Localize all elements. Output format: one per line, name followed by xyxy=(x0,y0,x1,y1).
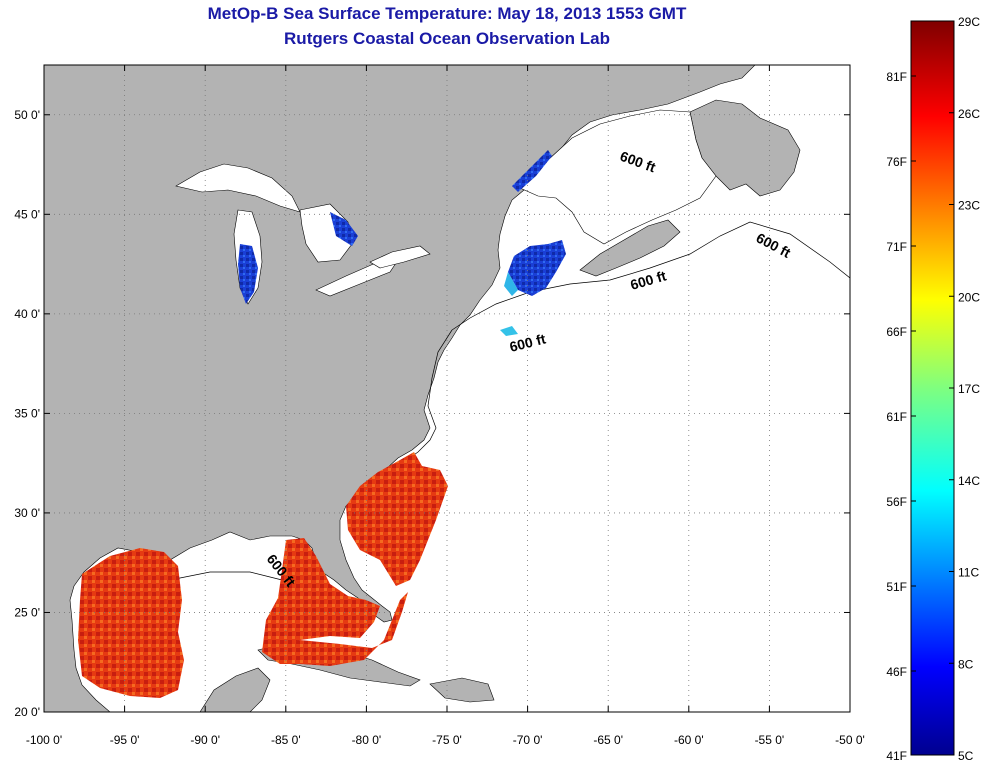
longitude-label: -90 0' xyxy=(190,733,220,747)
land-yucatan xyxy=(199,667,271,712)
latitude-label: 50 0' xyxy=(14,108,40,122)
colorbar-label-celsius: 17C xyxy=(958,382,980,396)
latitude-label: 25 0' xyxy=(14,605,40,619)
tick-marks xyxy=(43,65,851,713)
colorbar-label-fahrenheit: 56F xyxy=(886,495,907,509)
colorbar-label-fahrenheit: 76F xyxy=(886,155,907,169)
sst-cool-georges-bank xyxy=(500,326,518,336)
sst-cool-gulf-of-maine-edge xyxy=(504,272,518,296)
longitude-label: -75 0' xyxy=(432,733,462,747)
sst-warm-florida-west xyxy=(262,538,380,652)
colorbar-label-celsius: 14C xyxy=(958,474,980,488)
colorbar-ticks xyxy=(911,75,954,672)
longitude-label: -70 0' xyxy=(513,733,543,747)
lake-superior xyxy=(175,163,301,213)
colorbar-label-celsius: 20C xyxy=(958,290,980,304)
longitude-label: -60 0' xyxy=(674,733,704,747)
longitude-label: -95 0' xyxy=(110,733,140,747)
colorbar-label-celsius: 26C xyxy=(958,107,980,121)
sst-cold-lake-michigan xyxy=(238,244,258,304)
colorbar-label-fahrenheit: 61F xyxy=(886,410,907,424)
colorbar-label-fahrenheit: 41F xyxy=(886,749,907,763)
map-title: MetOp-B Sea Surface Temperature: May 18,… xyxy=(207,4,687,23)
longitude-label: -100 0' xyxy=(26,733,62,747)
colorbar-label-fahrenheit: 51F xyxy=(886,580,907,594)
land-hispaniola xyxy=(429,677,495,703)
sst-warm-gulf-west xyxy=(78,548,184,698)
sst-cold-gulf-of-maine xyxy=(508,240,566,296)
longitude-label: -50 0' xyxy=(835,733,865,747)
longitude-label: -55 0' xyxy=(755,733,785,747)
contour-600ft-atlantic xyxy=(451,221,850,331)
sst-warm-florida-straits xyxy=(262,592,408,666)
land-nova-scotia xyxy=(579,219,681,277)
colorbar-label-fahrenheit: 46F xyxy=(886,665,907,679)
sst-cold-lake-huron xyxy=(330,212,358,246)
gulf-st-lawrence xyxy=(519,109,717,245)
latitude-label: 35 0' xyxy=(14,406,40,420)
sst-cold-st-lawrence xyxy=(512,150,552,192)
longitude-label: -80 0' xyxy=(352,733,382,747)
latitude-label: 40 0' xyxy=(14,307,40,321)
colorbar-label-celsius: 8C xyxy=(958,657,974,671)
colorbar-label-celsius: 5C xyxy=(958,749,974,763)
colorbar-label-fahrenheit: 66F xyxy=(886,325,907,339)
latitude-label: 20 0' xyxy=(14,705,40,719)
longitude-label: -65 0' xyxy=(593,733,623,747)
colorbar-label-celsius: 23C xyxy=(958,199,980,213)
colorbar-celsius-labels: 29C 26C 23C 20C 17C 14C 11C 8C 5C xyxy=(958,15,980,763)
colorbar-label-celsius: 11C xyxy=(958,566,979,580)
colorbar-fahrenheit-labels: 81F 76F 71F 66F 61F 56F 51F 46F 41F xyxy=(886,70,907,763)
lake-ontario xyxy=(369,245,431,269)
latitude-labels: 50 0' 45 0' 40 0' 35 0' 30 0' 25 0' 20 0' xyxy=(14,108,40,719)
latitude-label: 45 0' xyxy=(14,207,40,221)
colorbar-label-fahrenheit: 71F xyxy=(886,240,907,254)
map-subtitle: Rutgers Coastal Ocean Observation Lab xyxy=(284,29,610,48)
longitude-labels: -100 0' -95 0' -90 0' -85 0' -80 0' -75 0' -70… xyxy=(26,733,865,747)
colorbar-label-celsius: 29C xyxy=(958,15,980,29)
sst-warm-atlantic-southeast xyxy=(346,452,448,586)
lake-erie xyxy=(315,259,399,297)
latitude-label: 30 0' xyxy=(14,506,40,520)
longitude-label: -85 0' xyxy=(271,733,301,747)
colorbar-label-fahrenheit: 81F xyxy=(886,70,907,84)
colorbar xyxy=(910,20,955,756)
